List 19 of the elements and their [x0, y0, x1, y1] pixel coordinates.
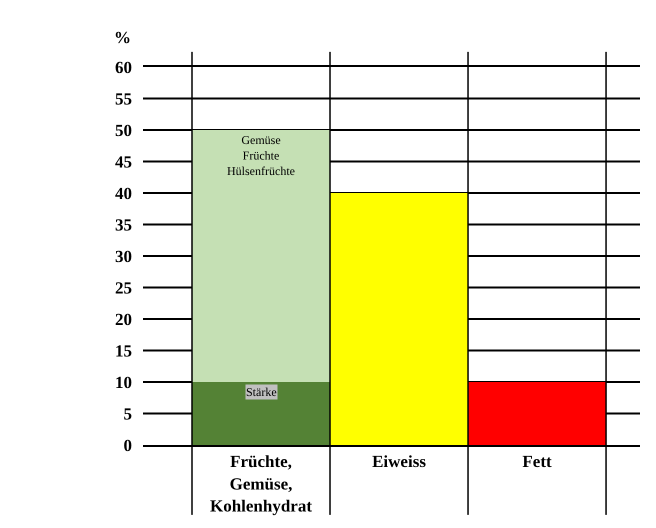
- x-tick-label: Früchte, Gemüse, Kohlenhydrat: [210, 452, 312, 516]
- y-tick-label: 10: [115, 372, 132, 392]
- y-tick-label: 45: [115, 152, 132, 172]
- series-label: Stärke: [246, 385, 277, 399]
- x-tick-label: Eiweiss: [372, 452, 426, 472]
- y-tick-label: 20: [115, 310, 132, 329]
- y-tick-label: 40: [115, 184, 132, 203]
- series-label: Gemüse Früchte Hülsenfrüchte: [227, 133, 295, 178]
- y-tick-label: 55: [115, 89, 132, 108]
- y-tick-label: 30: [115, 246, 132, 266]
- y-axis-title: %: [114, 28, 131, 47]
- y-tick-label: 5: [124, 404, 132, 424]
- y-tick-label: 0: [124, 436, 132, 455]
- y-tick-label: 60: [115, 58, 132, 77]
- y-tick-label: 25: [115, 278, 132, 298]
- y-tick-label: 15: [115, 341, 132, 360]
- y-tick-label: 35: [115, 215, 132, 234]
- y-tick-label: 50: [115, 120, 132, 140]
- x-tick-label: Fett: [522, 452, 552, 472]
